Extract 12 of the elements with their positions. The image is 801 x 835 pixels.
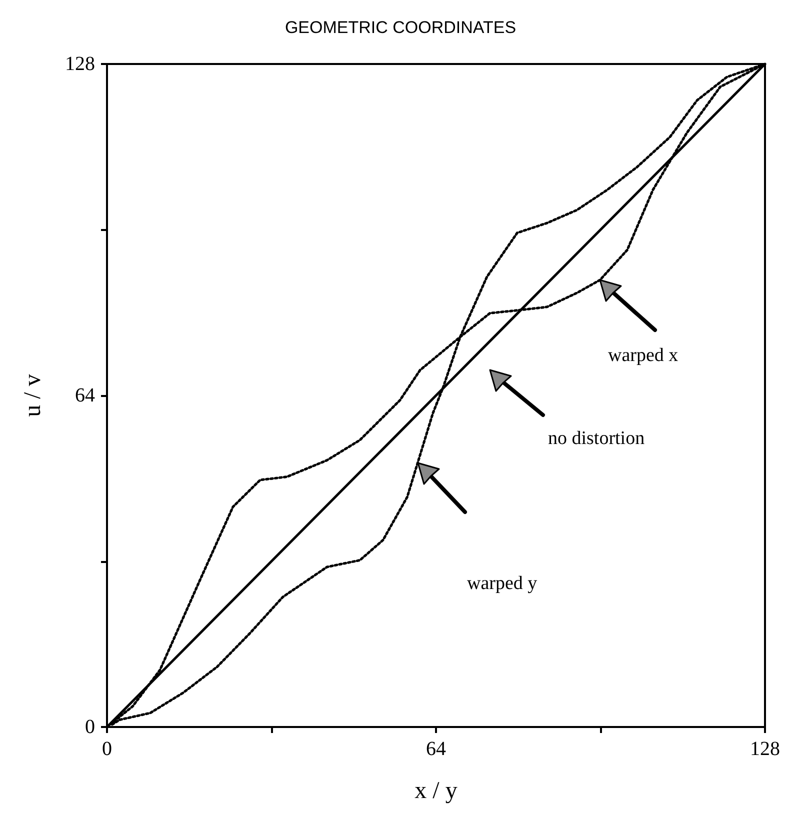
x-tick-label: 128 (750, 738, 780, 760)
x-tick-label: 0 (102, 738, 112, 760)
annotation: warped y (467, 573, 538, 595)
y-tick-label: 128 (65, 53, 95, 75)
y-axis-title: u / v (20, 374, 46, 417)
x-tick-label: 64 (426, 738, 446, 760)
x-axis-title: x / y (414, 778, 458, 804)
chart-title: GEOMETRIC COORDINATES (284, 18, 516, 37)
annotation: no distortion (548, 428, 645, 450)
y-tick-label: 64 (75, 384, 95, 406)
annotation: warped x (608, 345, 678, 367)
y-tick-label: 0 (85, 716, 95, 738)
